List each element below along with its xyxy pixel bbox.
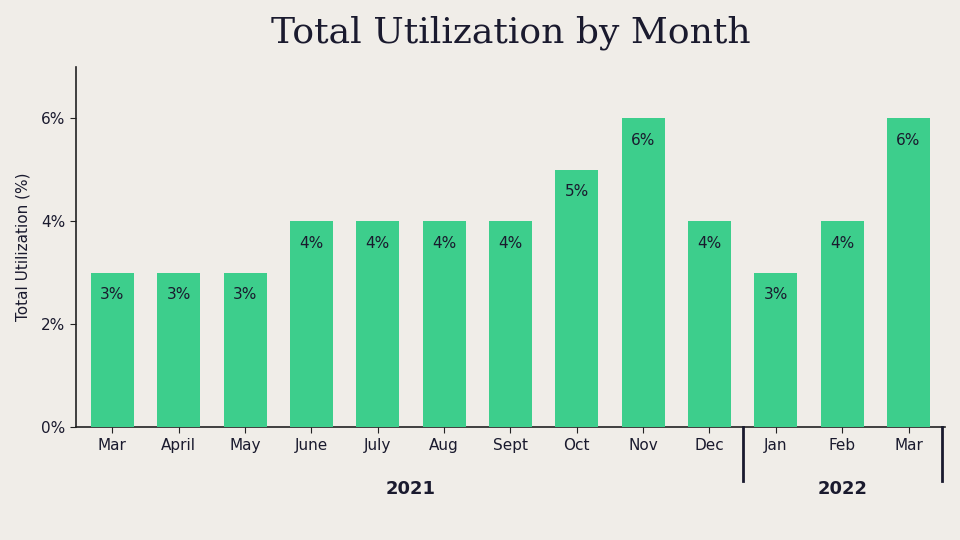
Y-axis label: Total Utilization (%): Total Utilization (%) bbox=[15, 173, 30, 321]
Text: 3%: 3% bbox=[166, 287, 191, 302]
Text: 4%: 4% bbox=[830, 236, 854, 251]
Bar bbox=[356, 221, 399, 427]
Text: 2021: 2021 bbox=[386, 480, 436, 498]
Text: 4%: 4% bbox=[498, 236, 522, 251]
Text: 5%: 5% bbox=[564, 184, 588, 199]
Bar bbox=[422, 221, 466, 427]
Bar bbox=[688, 221, 732, 427]
Text: 2022: 2022 bbox=[817, 480, 867, 498]
Bar bbox=[555, 170, 598, 427]
Text: 6%: 6% bbox=[631, 133, 656, 148]
Title: Total Utilization by Month: Total Utilization by Month bbox=[271, 15, 751, 50]
Bar bbox=[887, 118, 930, 427]
Bar bbox=[290, 221, 333, 427]
Bar bbox=[821, 221, 864, 427]
Bar bbox=[91, 273, 134, 427]
Bar bbox=[224, 273, 267, 427]
Text: 6%: 6% bbox=[897, 133, 921, 148]
Text: 4%: 4% bbox=[432, 236, 456, 251]
Text: 3%: 3% bbox=[233, 287, 257, 302]
Text: 4%: 4% bbox=[697, 236, 722, 251]
Bar bbox=[489, 221, 532, 427]
Text: 4%: 4% bbox=[300, 236, 324, 251]
Text: 3%: 3% bbox=[100, 287, 125, 302]
Bar bbox=[621, 118, 664, 427]
Text: 3%: 3% bbox=[763, 287, 788, 302]
Text: 4%: 4% bbox=[366, 236, 390, 251]
Bar bbox=[755, 273, 798, 427]
Bar bbox=[157, 273, 201, 427]
